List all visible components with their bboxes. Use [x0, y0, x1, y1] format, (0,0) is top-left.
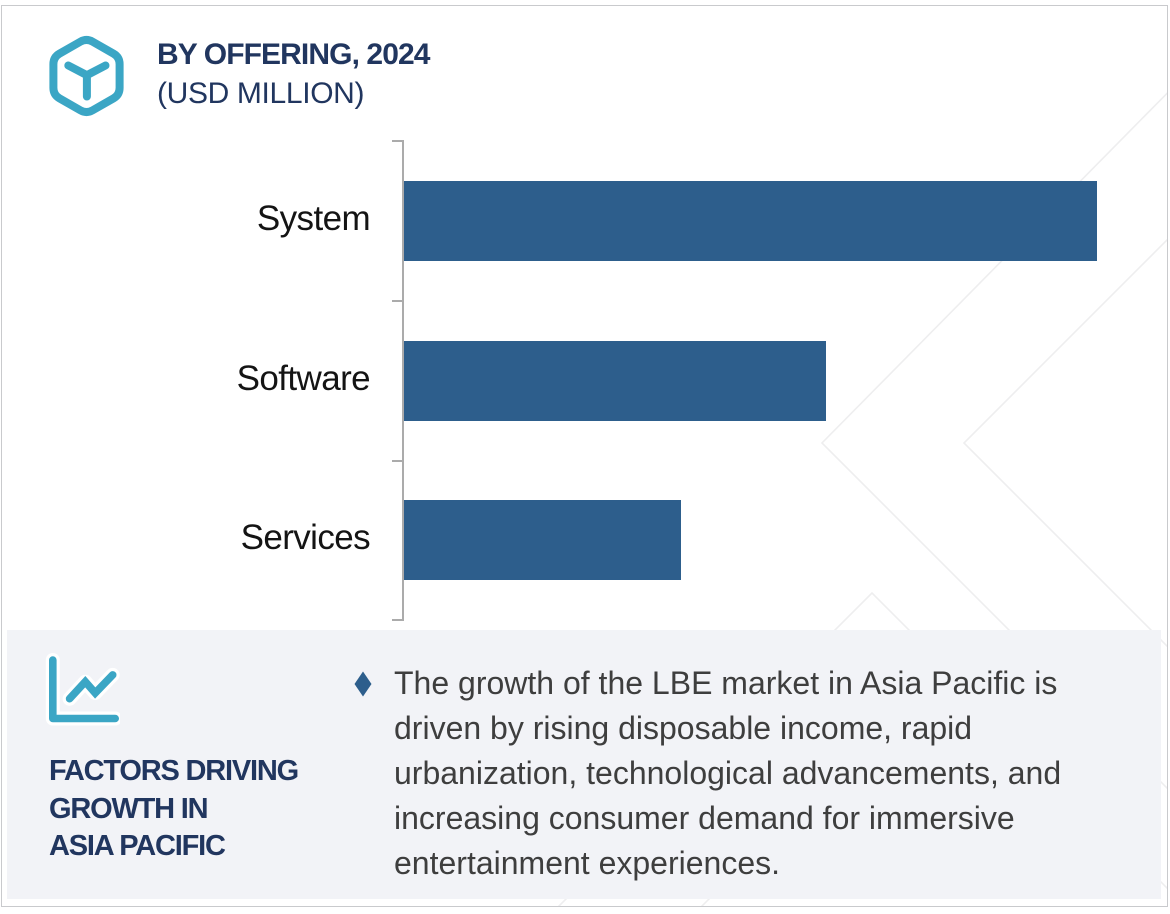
axis-tick: [392, 300, 404, 302]
panel-heading-line: GROWTH IN: [49, 792, 209, 825]
panel-heading-line: FACTORS DRIVING: [49, 755, 299, 787]
paragraph-line: entertainment experiences.: [394, 845, 780, 881]
diamond-bullet-icon: [354, 671, 372, 697]
paragraph-line: increasing consumer demand for immersive: [394, 800, 1015, 836]
panel-heading: FACTORS DRIVING GROWTH IN ASIA PACIFIC: [49, 753, 299, 866]
chart-subtitle: (USD MILLION): [157, 76, 365, 110]
category-label-software: Software: [236, 359, 371, 398]
chart-title: BY OFFERING, 2024: [157, 37, 430, 71]
panel-heading-line: ASIA PACIFIC: [49, 830, 226, 862]
hexagon-cube-logo-icon: [49, 35, 124, 117]
category-label-services: Services: [240, 518, 371, 557]
line-chart-icon: [45, 653, 120, 726]
bar-services: [404, 500, 681, 580]
bar-software: [404, 341, 826, 421]
category-label-system: System: [256, 199, 371, 238]
axis-tick: [392, 460, 404, 462]
paragraph-line: driven by rising disposable income, rapi…: [394, 710, 973, 746]
factors-panel: [7, 630, 1161, 899]
panel-paragraph: The growth of the LBE market in Asia Pac…: [394, 661, 1061, 886]
y-axis-line: [402, 140, 404, 621]
axis-tick: [392, 619, 404, 621]
paragraph-line: urbanization, technological advancements…: [394, 755, 1062, 791]
bar-system: [404, 181, 1097, 261]
axis-tick: [392, 140, 404, 142]
paragraph-line: The growth of the LBE market in Asia Pac…: [394, 665, 1058, 701]
